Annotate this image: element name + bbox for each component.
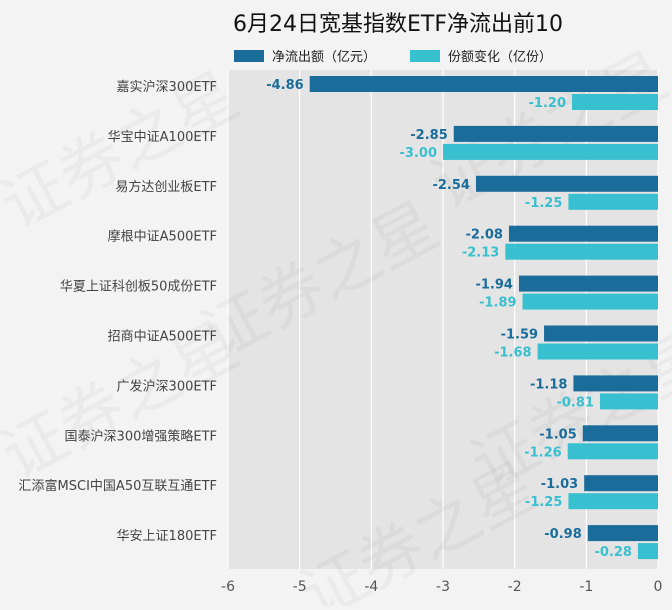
bar xyxy=(443,143,658,160)
data-label: -4.86 xyxy=(266,78,303,93)
bar xyxy=(475,175,658,192)
legend-swatch xyxy=(410,50,440,62)
bar xyxy=(568,493,658,510)
legend-swatch xyxy=(234,50,264,62)
data-label: -2.54 xyxy=(432,178,469,193)
bar xyxy=(537,343,658,360)
data-labels: -4.86 -1.20 -2.85 -3.00 -2.54 -1.25 -2.08 -2.13… xyxy=(266,78,632,560)
data-label: -1.89 xyxy=(479,296,516,311)
bars xyxy=(309,76,658,560)
bar xyxy=(573,375,658,392)
x-tick-label: -1 xyxy=(579,579,593,595)
data-label: -1.26 xyxy=(524,445,561,460)
data-label: -1.05 xyxy=(539,427,576,442)
chart-title: 6月24日宽基指数ETF净流出前10 xyxy=(233,12,563,37)
category-label: 摩根中证A500ETF xyxy=(108,229,217,245)
data-label: -0.81 xyxy=(556,395,593,410)
data-label: -2.08 xyxy=(465,228,502,243)
category-label: 易方达创业板ETF xyxy=(115,179,217,195)
data-label: -2.13 xyxy=(462,246,499,261)
x-tick-label: -4 xyxy=(364,579,378,595)
data-label: -0.28 xyxy=(594,545,631,560)
category-label: 华宝中证A100ETF xyxy=(108,130,217,145)
data-label: -1.03 xyxy=(541,477,578,492)
bar xyxy=(587,525,658,542)
data-label: -2.85 xyxy=(410,128,447,143)
bar xyxy=(518,275,658,292)
legend-label: 净流出额（亿元） xyxy=(272,50,376,65)
x-tick-label: -2 xyxy=(508,579,522,595)
category-label: 华安上证180ETF xyxy=(117,529,217,544)
category-label: 国泰沪深300增强策略ETF xyxy=(65,428,217,444)
bar xyxy=(522,293,658,310)
data-label: -1.20 xyxy=(529,96,566,111)
bar xyxy=(637,543,658,560)
legend-label: 份额变化（亿份） xyxy=(448,49,552,65)
data-label: -1.25 xyxy=(525,495,562,510)
x-tick-label: -5 xyxy=(293,579,307,595)
bar xyxy=(599,393,658,410)
bar xyxy=(584,475,658,492)
category-label: 华夏上证科创板50成份ETF xyxy=(60,280,217,295)
bar xyxy=(508,225,658,242)
x-tick-label: -3 xyxy=(436,579,450,595)
category-label: 汇添富MSCI中国A50互联互通ETF xyxy=(19,478,217,494)
bar xyxy=(572,94,658,110)
bar xyxy=(309,76,658,92)
data-label: -1.59 xyxy=(501,328,538,343)
category-label: 广发沪深300ETF xyxy=(117,378,217,394)
data-label: -0.98 xyxy=(544,527,581,542)
x-axis-tick-labels: -6 -5 -4 -3 -2 -1 0 xyxy=(221,579,662,595)
category-label: 招商中证A500ETF xyxy=(108,330,217,345)
y-axis-category-labels: 嘉实沪深300ETF 华宝中证A100ETF 易方达创业板ETF 摩根中证A500ET… xyxy=(19,79,217,544)
data-label: -1.25 xyxy=(525,196,562,211)
bar xyxy=(453,125,658,142)
bar xyxy=(567,443,658,460)
bar xyxy=(582,425,658,442)
x-tick-label: 0 xyxy=(654,579,663,595)
legend: 净流出额（亿元） 份额变化（亿份） xyxy=(234,49,552,65)
category-label: 嘉实沪深300ETF xyxy=(117,79,217,95)
bar xyxy=(568,193,658,210)
data-label: -1.68 xyxy=(494,346,531,361)
data-label: -3.00 xyxy=(400,146,437,161)
data-label: -1.94 xyxy=(475,278,512,293)
bar xyxy=(505,243,658,260)
data-label: -1.18 xyxy=(530,377,567,392)
x-tick-label: -6 xyxy=(221,579,235,595)
bar xyxy=(544,325,658,342)
